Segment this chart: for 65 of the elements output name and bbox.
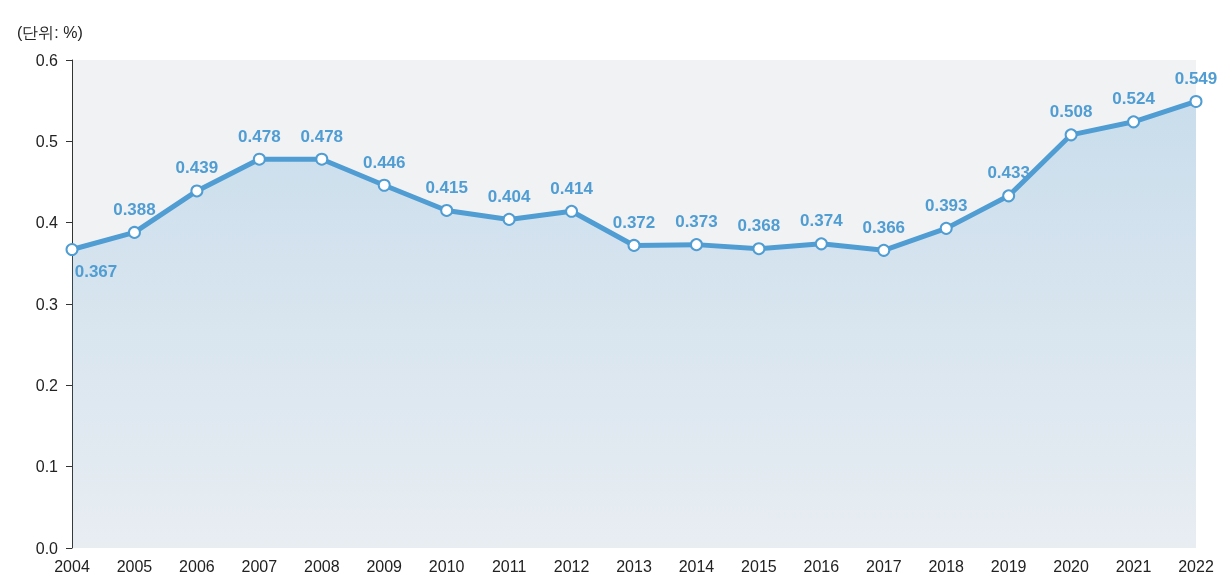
x-tick-label: 2016 [803, 557, 840, 575]
data-label: 0.393 [924, 195, 968, 215]
point [1127, 115, 1141, 129]
point [252, 152, 266, 166]
data-label: 0.388 [113, 199, 156, 219]
point [814, 237, 828, 251]
y-tick-label: 0.3 [35, 295, 59, 313]
x-tick-label: 2022 [1178, 557, 1214, 575]
x-tick-label: 2006 [179, 557, 215, 575]
x-tick-label: 2007 [241, 557, 278, 575]
data-label: 0.374 [800, 211, 844, 231]
point [127, 225, 141, 239]
point [689, 238, 703, 252]
x-tick-label: 2014 [678, 557, 715, 575]
data-label: 0.366 [862, 217, 906, 237]
point [440, 203, 454, 217]
point [377, 178, 391, 192]
x-tick-label: 2015 [741, 557, 777, 575]
data-label: 0.372 [612, 212, 656, 232]
x-tick-label: 2010 [428, 557, 465, 575]
y-tick-label: 0.6 [35, 51, 59, 69]
data-label: 0.508 [1049, 102, 1093, 122]
x-tick-label: 2020 [1053, 557, 1090, 575]
data-label: 0.549 [1174, 68, 1218, 88]
x-tick-label: 2011 [491, 557, 527, 575]
x-tick-label: 2017 [865, 557, 902, 575]
data-label: 0.367 [74, 262, 118, 282]
point [565, 204, 579, 218]
data-label: 0.433 [987, 163, 1030, 183]
x-tick-label: 2019 [990, 557, 1027, 575]
point [1064, 128, 1078, 142]
y-tick-label: 0.4 [35, 214, 59, 232]
point [752, 242, 766, 256]
x-tick-label: 2021 [1115, 557, 1152, 575]
point [315, 152, 329, 166]
y-tick-label: 0.2 [35, 376, 59, 394]
x-tick-label: 2009 [366, 557, 403, 575]
data-label: 0.404 [487, 186, 531, 206]
data-label: 0.478 [238, 126, 281, 146]
data-label: 0.373 [675, 212, 718, 232]
x-tick-label: 2005 [116, 557, 153, 575]
point [502, 212, 516, 226]
x-tick-label: 2018 [928, 557, 965, 575]
data-label: 0.415 [425, 177, 468, 197]
data-label: 0.478 [300, 126, 344, 146]
y-tick-label: 0.0 [35, 539, 59, 557]
x-tick-label: 2012 [553, 557, 590, 575]
y-tick-label: 0.1 [35, 458, 59, 476]
x-tick-label: 2008 [303, 557, 340, 575]
data-label: 0.439 [175, 158, 219, 178]
x-tick-label: 2013 [616, 557, 652, 575]
y-tick-label: 0.5 [35, 132, 59, 150]
point [877, 243, 891, 257]
y-axis-title: (단위: %) [17, 23, 83, 41]
point [939, 221, 953, 235]
point [65, 243, 79, 256]
data-label: 0.524 [1112, 89, 1156, 109]
point [1189, 94, 1203, 108]
data-label: 0.446 [362, 152, 406, 172]
point [1002, 189, 1016, 203]
point [190, 184, 204, 198]
x-tick-label: 2004 [54, 557, 90, 575]
data-label: 0.414 [550, 178, 594, 198]
data-label: 0.368 [737, 216, 781, 236]
point [627, 238, 641, 252]
